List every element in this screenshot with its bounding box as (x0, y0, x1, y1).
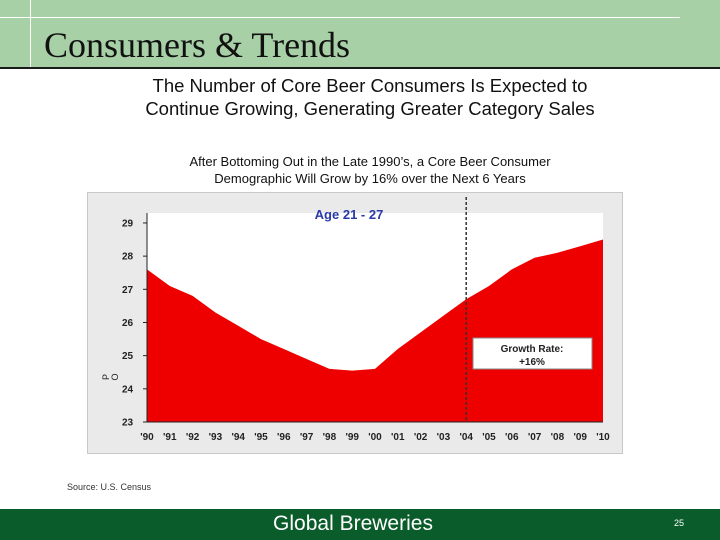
footer-band (0, 509, 720, 540)
x-tick-label: '94 (231, 432, 245, 443)
x-tick-label: '07 (528, 432, 542, 443)
x-tick-label: '04 (459, 432, 473, 443)
x-tick-label: '92 (186, 432, 200, 443)
x-tick-label: '98 (323, 432, 337, 443)
y-tick-label: 29 (122, 218, 134, 229)
x-tick-label: '03 (437, 432, 451, 443)
x-tick-label: '10 (596, 432, 610, 443)
x-tick-label: '05 (482, 432, 496, 443)
page-number: 25 (674, 518, 685, 528)
subhead-line-2: Demographic Will Grow by 16% over the Ne… (214, 171, 526, 186)
chart-subhead: After Bottoming Out in the Late 1990’s, … (100, 153, 640, 187)
series-title: Age 21 - 27 (315, 207, 384, 222)
subhead-line-1: After Bottoming Out in the Late 1990’s, … (189, 154, 551, 169)
growth-rate-box (472, 337, 593, 370)
area-series-fill (147, 239, 603, 422)
x-tick-label: '06 (505, 432, 519, 443)
x-tick-label: '95 (254, 432, 268, 443)
x-tick-label: '96 (277, 432, 291, 443)
headline-line-1: The Number of Core Beer Consumers Is Exp… (152, 75, 588, 96)
chart-panel: 23 24 25 26 27 28 29 '90 '91 '92 '93 '94 '95 '96 '97 '9… (87, 192, 623, 454)
x-tick-label: '00 (368, 432, 382, 443)
y-tick-label: 28 (122, 252, 134, 263)
y-tick-label: 27 (122, 285, 134, 296)
header-band (0, 0, 720, 67)
x-tick-label: '97 (300, 432, 314, 443)
x-tick-label: '01 (391, 432, 405, 443)
header-rule-bottom (0, 67, 720, 69)
x-tick-label: '08 (551, 432, 565, 443)
x-tick-label: '99 (345, 432, 359, 443)
y-tick-label: 25 (122, 351, 134, 362)
y-tick-label: 24 (122, 384, 134, 395)
x-tick-label: '09 (573, 432, 587, 443)
x-tick-label: '90 (140, 432, 154, 443)
x-tick-label: '93 (209, 432, 223, 443)
footer-brand: Global Breweries (273, 512, 433, 535)
y-axis-label-part: O (110, 373, 120, 380)
source-note: Source: U.S. Census (67, 482, 152, 492)
x-tick-label: '02 (414, 432, 428, 443)
y-tick-label: 23 (122, 418, 134, 429)
y-tick-label: 26 (122, 318, 134, 329)
headline-line-2: Continue Growing, Generating Greater Cat… (145, 98, 595, 119)
x-tick-label: '91 (163, 432, 177, 443)
header-rule-vertical (30, 0, 31, 67)
growth-rate-value: +16% (519, 357, 545, 368)
area-chart: 23 24 25 26 27 28 29 '90 '91 '92 '93 '94 '95 '96 '97 '9… (101, 197, 610, 443)
slide-title: Consumers & Trends (44, 25, 351, 65)
chart-headline: The Number of Core Beer Consumers Is Exp… (100, 74, 640, 120)
growth-rate-label: Growth Rate: (501, 344, 564, 355)
y-axis-label-part: P (101, 374, 111, 380)
header-rule-top (0, 17, 680, 18)
